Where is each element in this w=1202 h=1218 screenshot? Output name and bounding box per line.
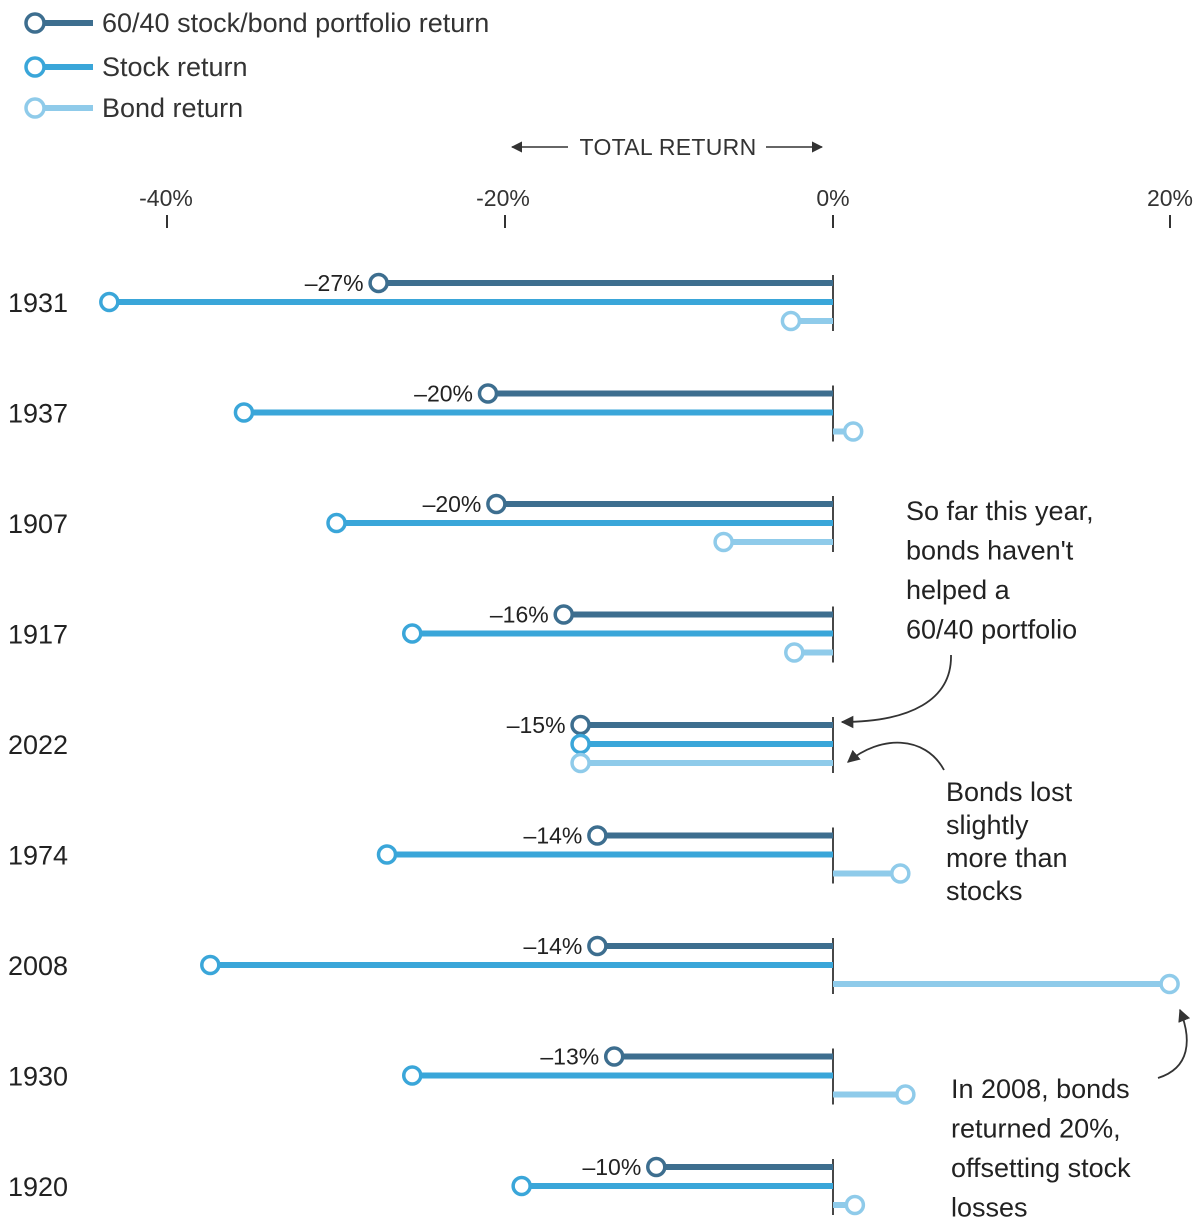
year-group-1930: 1930 –13% (8, 1044, 916, 1105)
annotation-arrow-bonds-lost (847, 741, 945, 771)
legend-item-portfolio: 60/40 stock/bond portfolio return (24, 8, 489, 38)
annotation-arrow-so-far (840, 654, 952, 729)
legend-label: 60/40 stock/bond portfolio return (102, 8, 489, 38)
legend-label: Stock return (102, 52, 248, 82)
year-label: 1931 (8, 288, 68, 318)
legend-swatch-marker (24, 12, 46, 34)
stock-marker (376, 844, 398, 865)
year-group-2008: 2008 –14% (8, 933, 1180, 995)
axis-title: TOTAL RETURN (580, 134, 757, 160)
bond-marker (842, 421, 864, 442)
legend-swatch-marker (24, 56, 46, 78)
legend-label: Bond return (102, 93, 243, 123)
stock-marker (570, 733, 591, 755)
portfolio-value-label: –14% (524, 933, 583, 959)
annotation-line: returned 20%, (951, 1114, 1121, 1144)
stock-marker (233, 402, 255, 423)
portfolio-value-label: –10% (582, 1154, 641, 1180)
portfolio-marker (368, 272, 389, 294)
bond-marker (844, 1194, 866, 1216)
bond-marker (895, 1084, 916, 1105)
x-tick-label: -20% (476, 185, 530, 211)
annotation-line: slightly (946, 810, 1029, 840)
annotation-arrow-2008 (1157, 1008, 1191, 1079)
annotation-line: more than (946, 843, 1068, 873)
portfolio-value-label: –27% (305, 270, 364, 296)
portfolio-marker (553, 604, 574, 625)
annotation-in-2008: In 2008, bonds returned 20%, offsetting st… (951, 1074, 1131, 1218)
year-label: 2008 (8, 951, 68, 981)
year-group-1917: 1917 –16% (8, 602, 834, 663)
bond-marker (570, 752, 591, 774)
portfolio-marker (486, 493, 507, 515)
portfolio-value-label: –13% (540, 1044, 599, 1070)
portfolio-marker (603, 1046, 625, 1067)
stock-marker (511, 1175, 532, 1197)
year-group-1931: 1931 –27% (8, 270, 834, 332)
x-tick-label: -40% (139, 185, 193, 211)
portfolio-marker (587, 825, 608, 846)
annotation-line: 60/40 portfolio (906, 615, 1077, 645)
bars: 1931 –27% 1937 –20% 1907 –20% 1917 –16% 2022 –15%… (8, 270, 1180, 1216)
legend-swatch-marker (24, 97, 46, 119)
legend-item-stock: Stock return (24, 52, 248, 82)
year-label: 1907 (8, 509, 68, 539)
year-label: 1917 (8, 620, 68, 650)
portfolio-value-label: –16% (490, 602, 549, 628)
x-tick-label: 0% (816, 185, 849, 211)
annotation-line: Bonds lost (946, 777, 1073, 807)
portfolio-marker (587, 935, 608, 957)
x-axis: TOTAL RETURN -40% -20% 0% 20% (139, 134, 1193, 228)
year-group-2022: 2022 –15% (8, 712, 834, 774)
legend: 60/40 stock/bond portfolio return Stock r… (24, 8, 489, 123)
stock-marker (200, 954, 221, 976)
bond-marker (780, 310, 802, 332)
portfolio-marker (570, 714, 591, 736)
annotation-line: losses (951, 1193, 1028, 1218)
portfolio-value-label: –15% (507, 712, 566, 738)
annotation-so-far: So far this year, bonds haven't helped a 60… (906, 496, 1094, 645)
year-label: 1920 (8, 1172, 68, 1202)
annotation-line: stocks (946, 876, 1023, 906)
annotation-line: So far this year, (906, 496, 1094, 526)
portfolio-marker (477, 383, 499, 404)
annotation-line: bonds haven't (906, 536, 1074, 566)
year-label: 1974 (8, 841, 68, 871)
annotation-line: helped a (906, 575, 1011, 605)
portfolio-value-label: –20% (423, 491, 482, 517)
year-label: 1930 (8, 1062, 68, 1092)
portfolio-value-label: –20% (414, 381, 473, 407)
stock-marker (99, 291, 120, 313)
bond-marker (784, 642, 805, 663)
annotation-line: offsetting stock (951, 1153, 1131, 1183)
bond-marker (890, 863, 911, 884)
year-group-1937: 1937 –20% (8, 381, 864, 442)
stock-marker (402, 1065, 423, 1086)
year-label: 2022 (8, 730, 68, 760)
annotation-line: In 2008, bonds (951, 1074, 1130, 1104)
annotations: So far this year, bonds haven't helped a 60… (840, 496, 1191, 1218)
year-group-1907: 1907 –20% (8, 491, 834, 553)
portfolio-value-label: –14% (524, 823, 583, 849)
year-group-1920: 1920 –10% (8, 1154, 866, 1216)
bond-marker (713, 531, 734, 553)
year-group-1974: 1974 –14% (8, 823, 911, 884)
stock-marker (402, 623, 423, 644)
x-tick-label: 20% (1147, 185, 1193, 211)
legend-item-bond: Bond return (24, 93, 243, 123)
portfolio-marker (646, 1156, 667, 1178)
stock-marker (326, 512, 347, 534)
bond-marker (1159, 973, 1180, 995)
year-label: 1937 (8, 399, 68, 429)
